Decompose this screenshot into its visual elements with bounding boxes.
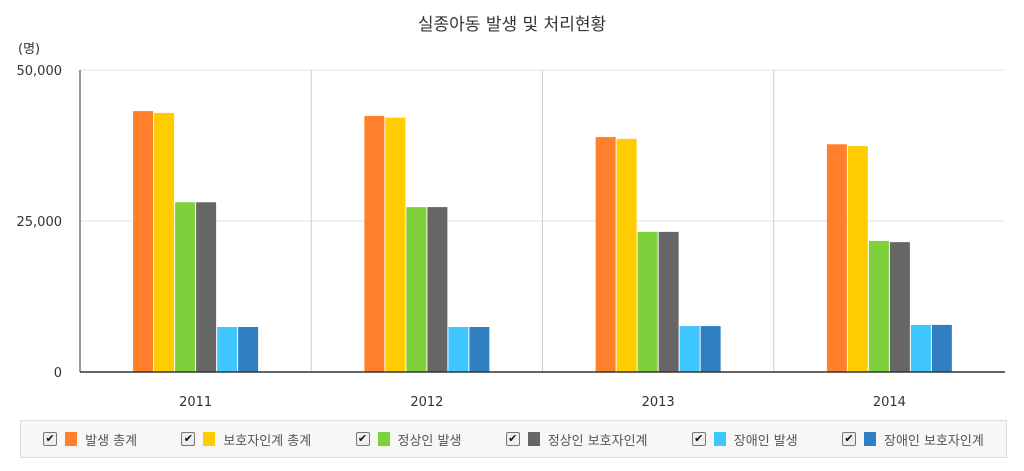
legend-label: 정상인 보호자인계: [547, 433, 648, 449]
legend-label: 장애인 보호자인계: [883, 433, 984, 449]
legend-swatch: [527, 432, 540, 446]
bar-장애인-보호자인계-2014: [931, 324, 952, 372]
legend-label: 장애인 발생: [733, 433, 798, 449]
x-tick-label: 2013: [642, 395, 675, 410]
checkbox-icon[interactable]: ✔: [355, 432, 370, 446]
legend-label: 정상인 발생: [397, 433, 462, 449]
bar-보호자인계-총계-2013: [616, 138, 637, 372]
bar-정상인-보호자인계-2011: [196, 202, 217, 372]
chart-title: 실종아동 발생 및 처리현황: [417, 15, 607, 35]
bar-보호자인계-총계-2014: [847, 146, 868, 372]
bar-장애인-보호자인계-2012: [469, 327, 490, 372]
bar-정상인-발생-2013: [637, 231, 658, 372]
legend-swatch: [203, 432, 216, 446]
legend-item[interactable]: ✔ 정상인 보호자인계: [505, 430, 648, 449]
bar-장애인-보호자인계-2011: [238, 327, 259, 372]
legend-item[interactable]: ✔ 장애인 보호자인계: [841, 430, 984, 449]
legend-swatch: [377, 432, 390, 446]
x-tick-label: 2011: [179, 395, 212, 410]
legend: ✔ 발생 총계 ✔ 보호자인계 총계 ✔ 정상인 발생 ✔ 정상인 보호자인계 ✔ 장애인 발생 ✔…: [20, 420, 1007, 458]
bar-정상인-발생-2014: [868, 240, 889, 372]
y-tick-label: 25,000: [17, 215, 63, 230]
x-tick-label: 2014: [873, 395, 906, 410]
legend-item[interactable]: ✔ 정상인 발생: [355, 430, 462, 449]
bar-발생-총계-2014: [826, 144, 847, 372]
legend-swatch: [65, 432, 78, 446]
y-tick-label: 50,000: [17, 64, 63, 79]
checkbox-icon[interactable]: ✔: [691, 432, 706, 446]
plot-area: 0 25,000 50,000 2011 2012 2013 2014: [17, 64, 1005, 410]
legend-item[interactable]: ✔ 장애인 발생: [691, 430, 798, 449]
x-tick-label: 2012: [410, 395, 443, 410]
legend-swatch: [713, 432, 726, 446]
checkbox-icon[interactable]: ✔: [505, 432, 520, 446]
y-axis-unit: (명): [18, 42, 41, 57]
bar-장애인-발생-2011: [217, 327, 238, 372]
y-tick-label: 0: [54, 366, 62, 381]
bar-발생-총계-2012: [364, 115, 385, 373]
checkbox-icon[interactable]: ✔: [43, 432, 58, 446]
legend-label: 발생 총계: [85, 433, 138, 449]
bar-발생-총계-2013: [595, 137, 616, 372]
bar-장애인-발생-2012: [448, 327, 469, 372]
legend-swatch: [863, 432, 876, 446]
bar-장애인-보호자인계-2013: [700, 326, 721, 372]
bar-정상인-보호자인계-2012: [427, 207, 448, 372]
legend-label: 보호자인계 총계: [223, 433, 312, 449]
bar-장애인-발생-2013: [679, 326, 700, 372]
bar-정상인-보호자인계-2013: [658, 231, 679, 372]
bar-보호자인계-총계-2011: [154, 112, 175, 372]
bar-정상인-발생-2012: [406, 207, 427, 372]
legend-item[interactable]: ✔ 발생 총계: [43, 430, 137, 449]
bar-정상인-발생-2011: [175, 202, 196, 372]
checkbox-icon[interactable]: ✔: [181, 432, 196, 446]
bar-정상인-보호자인계-2014: [889, 242, 910, 372]
bar-발생-총계-2011: [133, 111, 154, 373]
bar-보호자인계-총계-2012: [385, 117, 406, 372]
checkbox-icon[interactable]: ✔: [841, 432, 856, 446]
legend-item[interactable]: ✔ 보호자인계 총계: [181, 430, 311, 449]
bar-장애인-발생-2014: [910, 324, 931, 372]
